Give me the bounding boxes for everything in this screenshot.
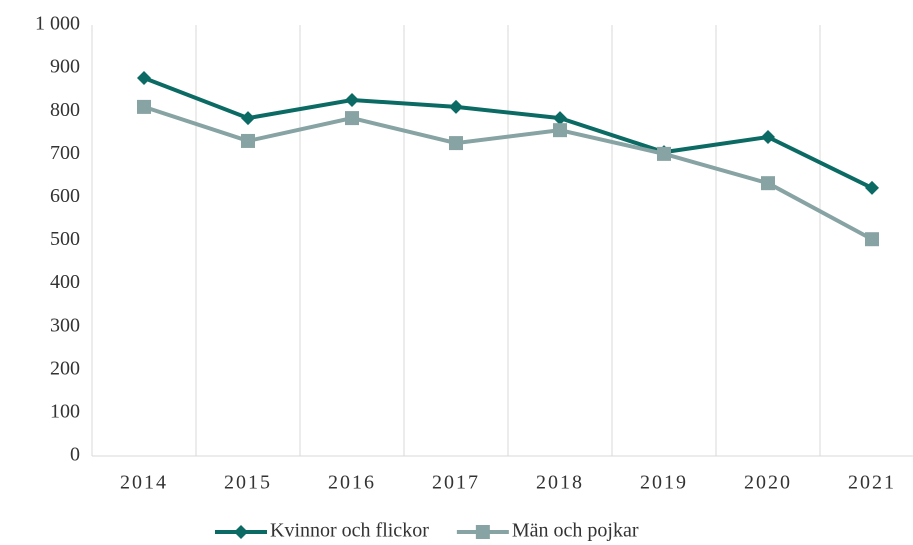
point	[137, 71, 151, 86]
legend-label: Män och pojkar	[512, 520, 639, 542]
point	[657, 146, 671, 161]
x-tick-label: 2018	[536, 472, 584, 494]
x-tick-label: 2019	[640, 472, 688, 494]
x-tick-label: 2020	[744, 472, 792, 494]
x-tick-label: 2021	[848, 472, 896, 494]
point	[345, 111, 359, 126]
series-line	[143, 104, 873, 241]
y-tick-label: 500	[50, 228, 80, 250]
x-tick-label: 2014	[120, 472, 168, 494]
series-line	[143, 76, 873, 190]
y-tick-label: 100	[50, 400, 80, 422]
point	[761, 130, 775, 145]
y-tick-label: 1 000	[35, 13, 80, 35]
point	[137, 99, 151, 114]
x-tick-label: 2015	[224, 472, 272, 494]
legend-marker	[475, 525, 490, 539]
y-tick-label: 600	[50, 185, 80, 207]
legend-marker	[234, 525, 248, 539]
x-tick-label: 2017	[432, 472, 480, 494]
point	[761, 176, 775, 191]
point	[449, 136, 463, 151]
y-tick-label: 0	[70, 444, 80, 466]
y-tick-label: 800	[50, 99, 80, 121]
point	[449, 99, 463, 114]
y-tick-label: 900	[50, 56, 80, 78]
y-tick-label: 700	[50, 142, 80, 164]
x-tick-label: 2016	[328, 472, 376, 494]
point	[553, 123, 567, 138]
point	[345, 92, 359, 107]
point	[553, 111, 567, 126]
y-tick-label: 400	[50, 271, 80, 293]
y-tick-label: 300	[50, 314, 80, 336]
point	[865, 232, 879, 247]
legend-label: Kvinnor och flickor	[270, 520, 429, 542]
point	[241, 111, 255, 126]
point	[865, 180, 879, 195]
point	[241, 133, 255, 148]
y-tick-label: 200	[50, 357, 80, 379]
